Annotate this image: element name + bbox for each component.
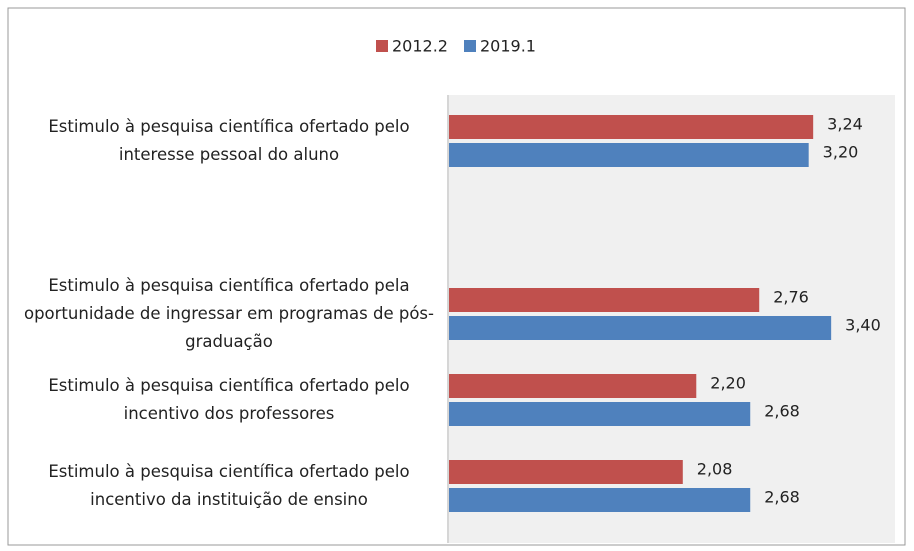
data-label: 3,40 bbox=[845, 316, 881, 335]
bar bbox=[449, 488, 751, 512]
data-label: 3,24 bbox=[827, 115, 863, 134]
data-label: 2,68 bbox=[764, 488, 800, 507]
bar bbox=[449, 143, 809, 167]
bar bbox=[449, 460, 683, 484]
legend-swatch bbox=[376, 40, 388, 52]
bar bbox=[449, 402, 751, 426]
bar bbox=[449, 115, 814, 139]
data-label: 2,76 bbox=[773, 288, 809, 307]
bar bbox=[449, 374, 697, 398]
bar bbox=[449, 288, 760, 312]
category-label: Estimulo à pesquisa científica ofertado … bbox=[48, 376, 410, 423]
legend-swatch bbox=[464, 40, 476, 52]
data-label: 3,20 bbox=[823, 143, 859, 162]
legend-label: 2019.1 bbox=[480, 37, 536, 56]
legend-label: 2012.2 bbox=[392, 37, 448, 56]
category-label: Estimulo à pesquisa científica ofertado … bbox=[48, 462, 410, 509]
category-label: Estimulo à pesquisa científica ofertado … bbox=[23, 276, 434, 351]
bar bbox=[449, 316, 832, 340]
data-label: 2,68 bbox=[764, 402, 800, 421]
data-label: 2,08 bbox=[697, 460, 733, 479]
category-label: Estimulo à pesquisa científica ofertado … bbox=[48, 117, 410, 164]
data-label: 2,20 bbox=[710, 374, 746, 393]
